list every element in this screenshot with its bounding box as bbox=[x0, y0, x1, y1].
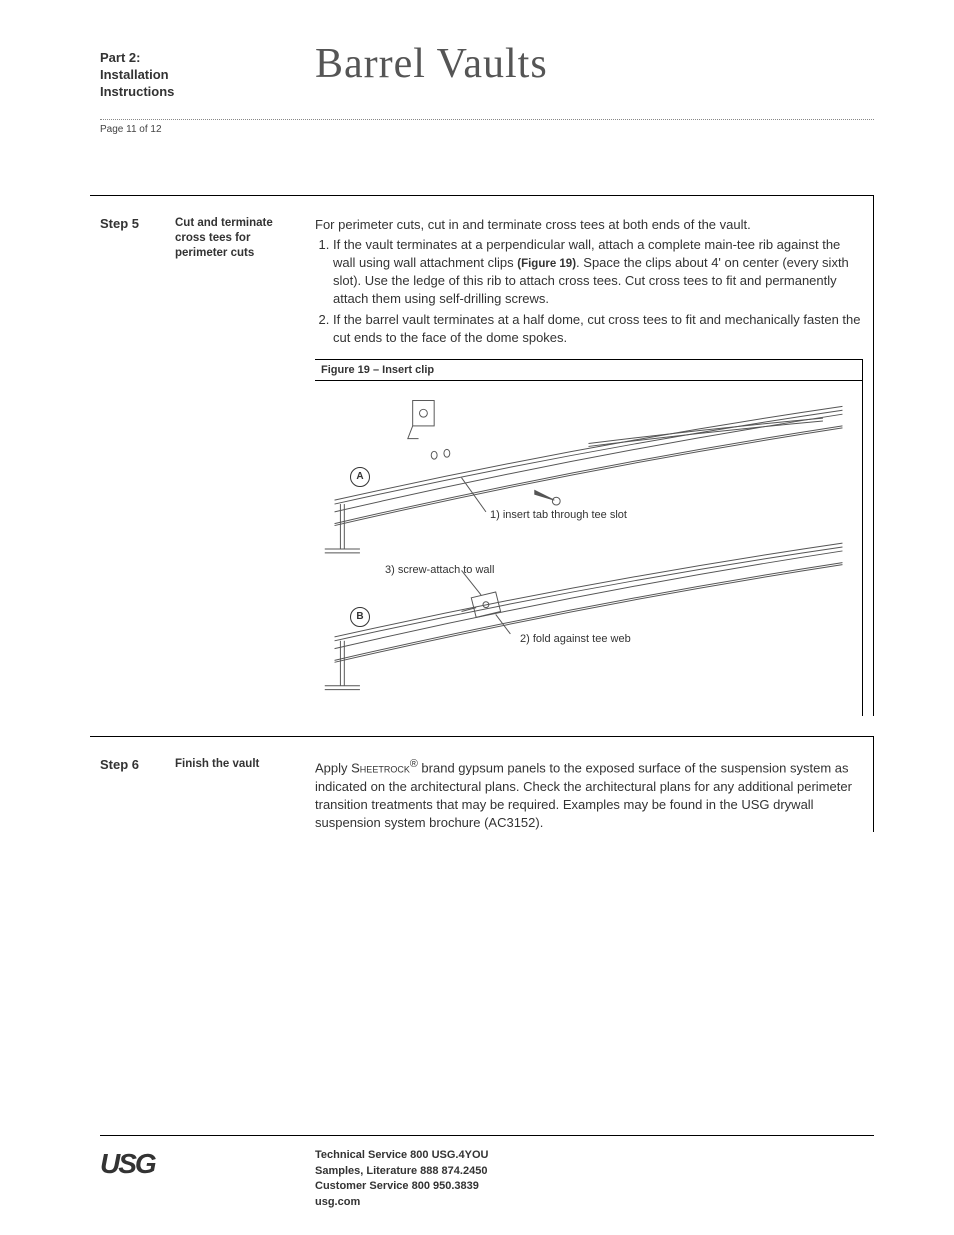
figure-ref: (Figure 19) bbox=[517, 258, 576, 270]
part-label: Part 2: Installation Instructions bbox=[100, 40, 315, 101]
registered-mark: ® bbox=[410, 758, 418, 770]
figure-19: Figure 19 – Insert clip bbox=[315, 359, 863, 716]
step6-body: Apply Sheetrock® brand gypsum panels to … bbox=[315, 757, 863, 832]
step5-block: Step 5 Cut and terminate cross tees for … bbox=[90, 195, 874, 716]
marker-b: B bbox=[350, 607, 370, 627]
figure-diagram bbox=[315, 381, 862, 716]
step5-item1: If the vault terminates at a perpendicul… bbox=[333, 236, 863, 309]
page-title: Barrel Vaults bbox=[315, 40, 548, 88]
dotted-rule bbox=[100, 119, 874, 120]
step5-subtitle: Cut and terminate cross tees for perimet… bbox=[175, 216, 315, 349]
page-footer: USG Technical Service 800 USG.4YOU Sampl… bbox=[100, 1135, 874, 1210]
step5-intro: For perimeter cuts, cut in and terminate… bbox=[315, 216, 863, 234]
footer-line3: Customer Service 800 950.3839 bbox=[315, 1180, 479, 1192]
part-line2: Installation bbox=[100, 67, 169, 82]
step6-label: Step 6 bbox=[100, 757, 175, 832]
footer-line1: Technical Service 800 USG.4YOU bbox=[315, 1149, 488, 1161]
footer-line2: Samples, Literature 888 874.2450 bbox=[315, 1165, 487, 1177]
usg-logo: USG bbox=[100, 1148, 315, 1210]
part-line1: Part 2: bbox=[100, 50, 140, 65]
brand-name: Sheetrock bbox=[351, 760, 410, 775]
step5-label: Step 5 bbox=[100, 216, 175, 349]
footer-contact: Technical Service 800 USG.4YOU Samples, … bbox=[315, 1148, 488, 1210]
part-line3: Instructions bbox=[100, 84, 174, 99]
note-1: 1) insert tab through tee slot bbox=[490, 509, 627, 521]
page-number: Page 11 of 12 bbox=[100, 124, 874, 135]
figure-body: A B 1) insert tab through tee slot 2) fo… bbox=[315, 381, 862, 716]
marker-a: A bbox=[350, 467, 370, 487]
step6-subtitle: Finish the vault bbox=[175, 757, 315, 832]
note-3: 3) screw-attach to wall bbox=[385, 564, 494, 576]
step5-body: For perimeter cuts, cut in and terminate… bbox=[315, 216, 863, 349]
step6-block: Step 6 Finish the vault Apply Sheetrock®… bbox=[90, 736, 874, 832]
page-header: Part 2: Installation Instructions Barrel… bbox=[100, 40, 874, 101]
note-2: 2) fold against tee web bbox=[520, 633, 631, 645]
step5-item2: If the barrel vault terminates at a half… bbox=[333, 311, 863, 347]
figure-caption: Figure 19 – Insert clip bbox=[315, 360, 862, 381]
footer-line4: usg.com bbox=[315, 1196, 360, 1208]
